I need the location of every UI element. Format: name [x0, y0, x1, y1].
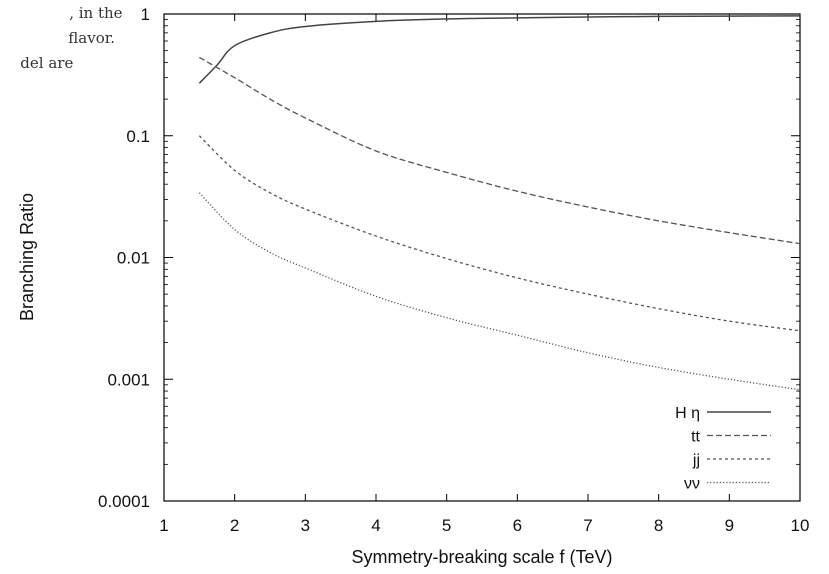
series-tt-line [199, 56, 801, 245]
legend-nunu-label: νν [684, 476, 700, 493]
x-axis-label: Symmetry-breaking scale f (TeV) [351, 547, 612, 567]
y-tick-label: 0.001 [107, 370, 150, 389]
y-tick-label: 0.1 [126, 127, 150, 146]
snippet-line: del are [20, 54, 73, 72]
x-tick-label: 6 [513, 516, 522, 535]
y-axis-label: Branching Ratio [17, 193, 37, 321]
plot-frame [163, 13, 801, 502]
x-tick-label: 7 [583, 516, 592, 535]
y-tick-label: 1 [141, 5, 150, 24]
y-tick-label: 0.0001 [98, 492, 150, 511]
snippet-line: flavor. [68, 29, 115, 47]
series-lines [198, 15, 801, 391]
x-tick-label: 2 [230, 516, 239, 535]
x-tick-label: 1 [159, 516, 168, 535]
x-tick-label: 5 [442, 516, 451, 535]
x-tick-label: 9 [725, 516, 734, 535]
x-tick-label: 4 [371, 516, 380, 535]
x-tick-label: 10 [791, 516, 810, 535]
x-tick-label: 3 [301, 516, 310, 535]
x-axis-ticks: 1 2 3 4 5 6 7 8 9 10 [159, 14, 809, 535]
series-nunu-line [198, 192, 801, 391]
page-text-snippet: , in the flavor. del are [20, 4, 122, 72]
series-jj-line [198, 135, 801, 332]
legend-tt-label: tt [691, 429, 700, 446]
y-tick-label: 0.01 [117, 249, 150, 268]
legend-jj-label: jj [692, 452, 700, 469]
x-tick-label: 8 [654, 516, 663, 535]
legend-h-eta-label: H η [675, 405, 700, 422]
y-axis-ticks: 0.0001 0.001 0.01 0.1 1 [98, 5, 800, 511]
series-h-eta-line [198, 15, 801, 84]
snippet-line: , in the [69, 4, 122, 22]
chart-legend: H η tt jj νν [675, 405, 771, 493]
